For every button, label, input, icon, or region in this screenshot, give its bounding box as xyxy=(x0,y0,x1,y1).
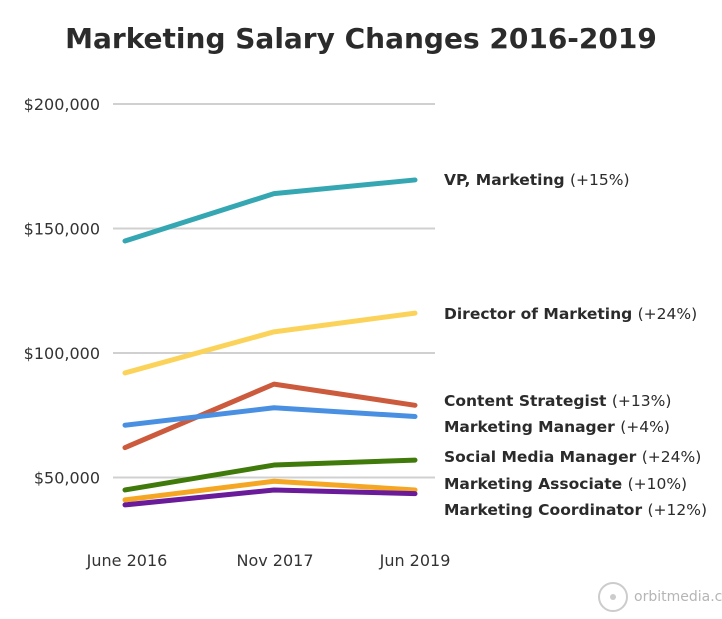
x-tick-label: Nov 2017 xyxy=(236,551,313,570)
series-change: (+10%) xyxy=(628,475,688,493)
series-change: (+13%) xyxy=(612,392,672,410)
series-name: VP, Marketing xyxy=(444,171,570,189)
series-label: Marketing Associate (+10%) xyxy=(444,475,687,493)
y-tick-label: $50,000 xyxy=(34,469,100,488)
series-line xyxy=(122,310,418,376)
series-change: (+15%) xyxy=(570,171,630,189)
series-change: (+24%) xyxy=(642,448,702,466)
series-label: Social Media Manager (+24%) xyxy=(444,448,701,466)
series-label: Director of Marketing (+24%) xyxy=(444,305,697,323)
series-change: (+12%) xyxy=(648,501,708,519)
series-label: Marketing Coordinator (+12%) xyxy=(444,501,707,519)
series-name: Content Strategist xyxy=(444,392,612,410)
series-name: Marketing Coordinator xyxy=(444,501,648,519)
orbit-icon xyxy=(598,582,628,612)
chart-title: Marketing Salary Changes 2016-2019 xyxy=(65,22,657,55)
watermark-text: orbitmedia.com xyxy=(634,589,722,605)
y-tick-label: $150,000 xyxy=(24,220,100,239)
series-name: Marketing Associate xyxy=(444,475,628,493)
series-line xyxy=(122,177,418,244)
series-name: Social Media Manager xyxy=(444,448,642,466)
x-tick-label: June 2016 xyxy=(86,551,168,570)
y-tick-label: $100,000 xyxy=(24,344,100,363)
series-label: Content Strategist (+13%) xyxy=(444,392,671,410)
series-change: (+4%) xyxy=(620,418,670,436)
series-line xyxy=(122,405,418,428)
y-tick-label: $200,000 xyxy=(24,95,100,114)
x-tick-label: Jun 2019 xyxy=(379,551,451,570)
series-change: (+24%) xyxy=(638,305,698,323)
orbitmedia-logo: orbitmedia.com xyxy=(598,582,722,612)
series-label: VP, Marketing (+15%) xyxy=(444,171,630,189)
series-label: Marketing Manager (+4%) xyxy=(444,418,670,436)
series-name: Director of Marketing xyxy=(444,305,638,323)
series-name: Marketing Manager xyxy=(444,418,620,436)
